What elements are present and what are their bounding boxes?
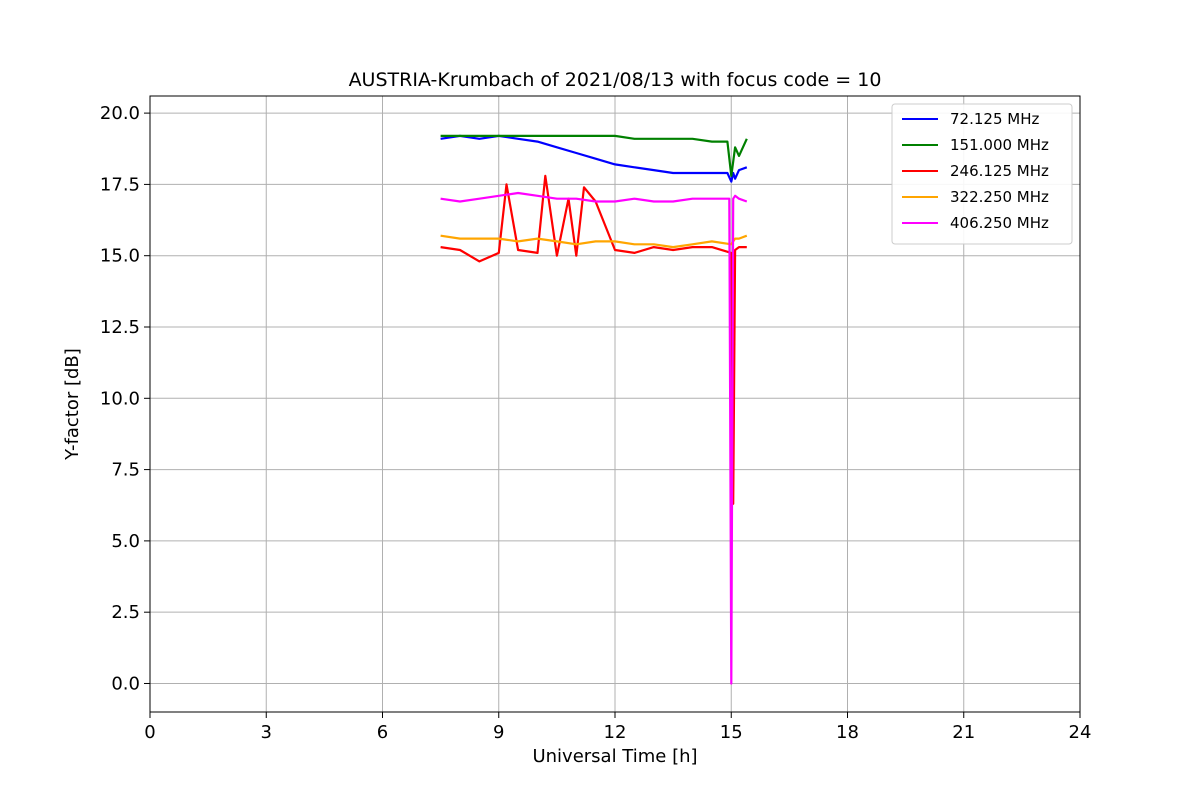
y-tick-label: 20.0: [100, 103, 140, 124]
y-tick-label: 2.5: [111, 602, 140, 623]
x-tick-label: 12: [604, 722, 627, 743]
x-tick-label: 21: [952, 722, 975, 743]
y-tick-label: 17.5: [100, 174, 140, 195]
chart-title: AUSTRIA-Krumbach of 2021/08/13 with focu…: [349, 69, 882, 91]
legend-entry-label: 406.250 MHz: [950, 214, 1049, 232]
legend: 72.125 MHz 151.000 MHz 246.125 MHz 322.250 …: [891, 103, 1073, 245]
x-tick-label: 15: [720, 722, 743, 743]
x-tick-label: 6: [377, 722, 388, 743]
legend-entry-label: 151.000 MHz: [950, 136, 1049, 154]
y-axis-ticks: 0.0 2.5 5.0 7.5 10.0 12.5 15.0 17.5 20.0: [100, 103, 150, 694]
y-axis-title: Y-factor [dB]: [62, 348, 83, 461]
series-layer: [440, 134, 748, 685]
legend-box: [891, 103, 1073, 245]
legend-entry-label: 322.250 MHz: [950, 188, 1049, 206]
x-tick-label: 24: [1069, 722, 1092, 743]
y-tick-label: 12.5: [100, 317, 140, 338]
y-tick-label: 0.0: [111, 673, 140, 694]
x-tick-label: 18: [836, 722, 859, 743]
legend-entry-label: 72.125 MHz: [950, 110, 1039, 128]
x-tick-label: 9: [493, 722, 504, 743]
x-tick-label: 0: [144, 722, 155, 743]
x-axis-title: Universal Time [h]: [532, 746, 697, 767]
y-tick-label: 5.0: [111, 531, 140, 552]
x-tick-label: 3: [261, 722, 272, 743]
y-tick-label: 15.0: [100, 246, 140, 267]
series-line-4: [440, 234, 748, 249]
legend-entry-label: 246.125 MHz: [950, 162, 1049, 180]
series-line-5: [440, 191, 748, 685]
y-tick-label: 10.0: [100, 388, 140, 409]
y-tick-label: 7.5: [111, 460, 140, 481]
series-line-2: [440, 134, 748, 177]
x-axis-ticks: 0 3 6 9 12 15 18 21 24: [144, 712, 1091, 743]
